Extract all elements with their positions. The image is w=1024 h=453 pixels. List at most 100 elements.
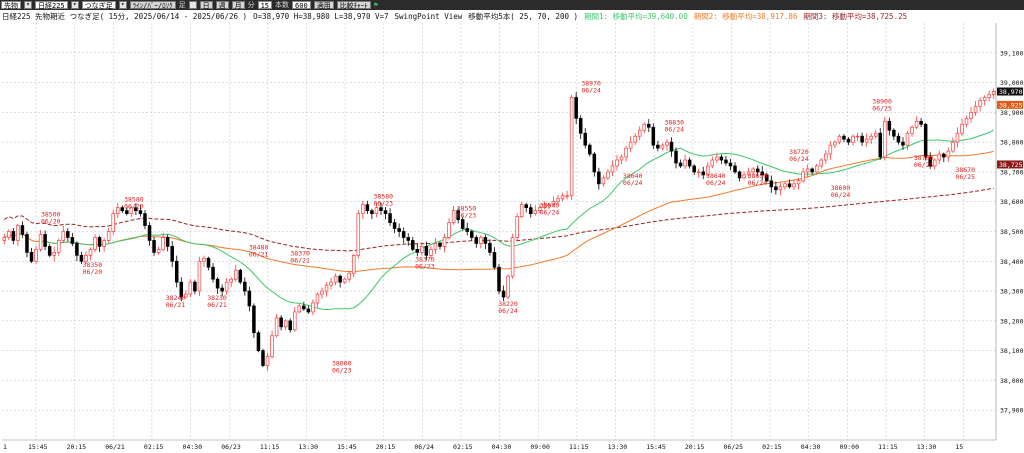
swing-label-date: 06/21: [290, 256, 310, 264]
candle-body: [538, 207, 542, 212]
price-tag-box: [997, 87, 1023, 96]
bar-color-swatch[interactable]: [188, 1, 197, 9]
candle-body: [229, 278, 233, 283]
series-select[interactable]: つなぎ足: [81, 1, 116, 10]
candle-body: [147, 225, 152, 241]
period-month-button[interactable]: 月: [231, 1, 245, 10]
candle-body: [969, 112, 973, 119]
candle-body: [932, 159, 937, 167]
candle-body: [320, 290, 324, 295]
time-tick-label: 13:30: [917, 443, 937, 451]
candle-body: [819, 159, 824, 167]
price-tick-label: 38,800: [1000, 139, 1024, 147]
candle-body: [143, 213, 147, 226]
ma-settings: 移動平均5本( 25, 70, 200 ): [468, 12, 579, 21]
candle-body: [846, 138, 851, 143]
candle-body: [765, 174, 769, 182]
candle-body: [342, 278, 347, 283]
candle-body: [238, 269, 243, 283]
candle-body: [138, 210, 143, 214]
candle-body: [161, 237, 165, 250]
candle-body: [356, 213, 361, 256]
candle-body: [347, 272, 351, 280]
minute-input[interactable]: 15: [257, 1, 273, 10]
chevron-down-icon[interactable]: ▾: [24, 1, 32, 9]
price-tick-label: 38,200: [1000, 317, 1024, 325]
candle-body: [279, 317, 283, 328]
apply-button[interactable]: 適用: [313, 1, 334, 10]
candle-body: [551, 201, 556, 206]
period-week-button[interactable]: 週: [215, 1, 229, 10]
candle-body: [492, 252, 497, 268]
candle-body: [56, 240, 61, 253]
candle-body: [678, 162, 683, 167]
candle-body: [696, 171, 701, 174]
candle-body: [374, 207, 379, 214]
chevron-down-icon[interactable]: ▾: [118, 1, 127, 9]
ma-short-value: 期間1: 移動平均=39,640.00: [584, 12, 688, 21]
chevron-down-icon[interactable]: ▾: [70, 1, 79, 9]
candle-body: [247, 290, 252, 307]
period-day-button[interactable]: 日: [199, 1, 213, 10]
candle-body: [306, 308, 311, 313]
candle-body: [814, 165, 819, 173]
swing-label-price: 38600: [831, 184, 851, 192]
instrument-select[interactable]: 日経225: [35, 1, 68, 10]
candle-body: [497, 266, 501, 292]
candle-body: [338, 275, 342, 283]
price-axis: 39,100 39,000 38,900 38,800 38,700 38,600 38,5…: [995, 23, 1024, 440]
candle-body: [220, 287, 224, 292]
candle-body: [919, 120, 923, 125]
candle-body: [460, 219, 465, 229]
candlesticks: [2, 88, 996, 371]
candle-body: [379, 207, 383, 212]
candle-body: [796, 180, 801, 185]
candle-body: [283, 320, 288, 328]
swing-label-date: 06/24: [789, 155, 809, 163]
candle-body: [451, 210, 456, 223]
candle-body: [683, 159, 687, 167]
time-axis-first-label: 1: [3, 443, 7, 451]
candle-body: [778, 186, 783, 191]
candle-body: [429, 249, 433, 256]
candle-body: [787, 183, 792, 188]
candle-body: [470, 231, 474, 238]
candle-body: [156, 249, 161, 253]
price-tick-label: 38,100: [1000, 347, 1024, 355]
swing-label-price: 38000: [332, 360, 352, 368]
candle-body: [637, 129, 642, 137]
compare-chart-button[interactable]: 比較ﾁｬｰﾄ: [336, 1, 371, 10]
candle-body: [311, 302, 315, 313]
time-tick-label: 06/21: [105, 443, 125, 451]
time-tick-label: 11:15: [569, 443, 589, 451]
time-tick-label: 04:30: [801, 443, 821, 451]
price-tick-label: 38,900: [1000, 109, 1024, 117]
candle-body: [519, 204, 524, 217]
candle-body: [197, 260, 202, 292]
time-tick-label: 02:15: [762, 443, 782, 451]
candle-body: [415, 249, 420, 253]
candle-body: [211, 266, 215, 280]
candle-body: [79, 254, 84, 262]
candle-body: [533, 210, 538, 214]
candle-body: [733, 165, 737, 173]
candle-body: [883, 120, 887, 158]
candle-body: [265, 356, 270, 366]
flag-icon[interactable]: ⚑: [373, 1, 378, 9]
candle-body: [11, 231, 16, 241]
count-input[interactable]: 600: [292, 1, 311, 10]
time-tick-label: 15:45: [646, 443, 666, 451]
candle-body: [302, 305, 306, 310]
chart-type-button[interactable]: ﾗｲﾝ/ﾊﾞｰ/ﾛｿｸ: [129, 1, 176, 10]
swing-label-price: 38230: [207, 294, 227, 302]
candle-body: [243, 281, 247, 292]
candle-body: [560, 195, 565, 200]
candle-body: [120, 207, 125, 212]
candle-body: [651, 126, 656, 146]
candle-body: [669, 141, 674, 152]
swing-label-price: 38480: [249, 243, 269, 251]
candle-body: [193, 281, 197, 292]
market-select[interactable]: 先物: [1, 1, 21, 10]
candle-body: [465, 228, 469, 232]
